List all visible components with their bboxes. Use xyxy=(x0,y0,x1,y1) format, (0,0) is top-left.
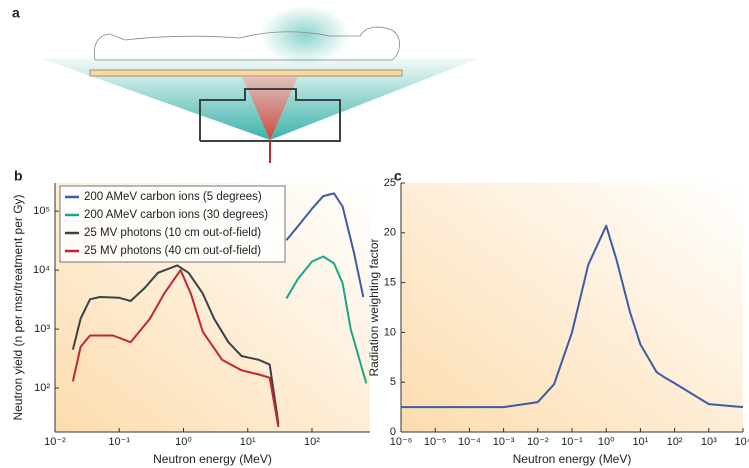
x-tick-label: 10⁰ xyxy=(598,436,615,448)
legend-label: 200 AMeV carbon ions (30 degrees) xyxy=(84,209,268,221)
x-tick-label: 10⁻⁴ xyxy=(458,436,481,448)
y-tick-label: 20 xyxy=(384,227,396,239)
series-line xyxy=(71,269,280,428)
y-tick-label: 5 xyxy=(390,376,396,388)
table xyxy=(89,69,403,77)
y-tick-label: 25 xyxy=(384,177,396,189)
panel-label: c xyxy=(394,168,402,184)
gantry xyxy=(199,88,341,142)
x-tick-label: 10⁻² xyxy=(527,436,549,448)
series-line xyxy=(285,192,365,298)
series-line xyxy=(285,255,368,384)
series-line xyxy=(71,264,280,424)
legend-label: 25 MV photons (40 cm out-of-field) xyxy=(84,245,261,257)
y-tick-label: 10² xyxy=(34,382,50,394)
x-axis-title: Neutron energy (MeV) xyxy=(513,452,632,466)
x-tick-label: 10² xyxy=(304,436,320,448)
x-tick-label: 10⁴ xyxy=(735,436,749,448)
x-tick-label: 10⁰ xyxy=(175,436,192,448)
glow xyxy=(260,5,350,65)
x-tick-label: 10¹ xyxy=(632,436,648,448)
patient xyxy=(93,26,400,61)
x-tick-label: 10³ xyxy=(701,436,717,448)
legend-label: 25 MV photons (10 cm out-of-field) xyxy=(84,227,261,239)
x-tick-label: 10⁻² xyxy=(44,436,66,448)
y-tick-label: 10 xyxy=(384,326,396,338)
x-tick-label: 10⁻⁵ xyxy=(424,436,447,448)
y-tick-label: 10³ xyxy=(34,323,50,335)
y-tick-label: 10⁴ xyxy=(33,264,50,276)
x-tick-label: 10⁻¹ xyxy=(561,436,583,448)
x-tick-label: 10² xyxy=(667,436,683,448)
y-axis-title: Radiation weighting factor xyxy=(367,238,381,376)
y-tick-label: 15 xyxy=(384,277,396,289)
diagram: a xyxy=(12,5,480,163)
panel-label: a xyxy=(12,5,20,21)
x-tick-label: 10⁻³ xyxy=(493,436,515,448)
x-axis-title: Neutron energy (MeV) xyxy=(153,452,272,466)
y-tick-label: 10⁵ xyxy=(33,205,50,217)
x-tick-label: 10¹ xyxy=(240,436,256,448)
y-tick-label: 0 xyxy=(390,426,396,438)
beam xyxy=(242,76,298,140)
legend-label: 200 AMeV carbon ions (5 degrees) xyxy=(84,191,262,203)
series-line xyxy=(401,224,744,409)
panel-label: b xyxy=(14,168,23,184)
x-tick-label: 10⁻⁶ xyxy=(390,436,413,448)
x-tick-label: 10⁻¹ xyxy=(108,436,130,448)
y-axis-title: Neutron yield (n per msr/treatment per G… xyxy=(11,194,25,420)
legend-box xyxy=(59,185,286,263)
